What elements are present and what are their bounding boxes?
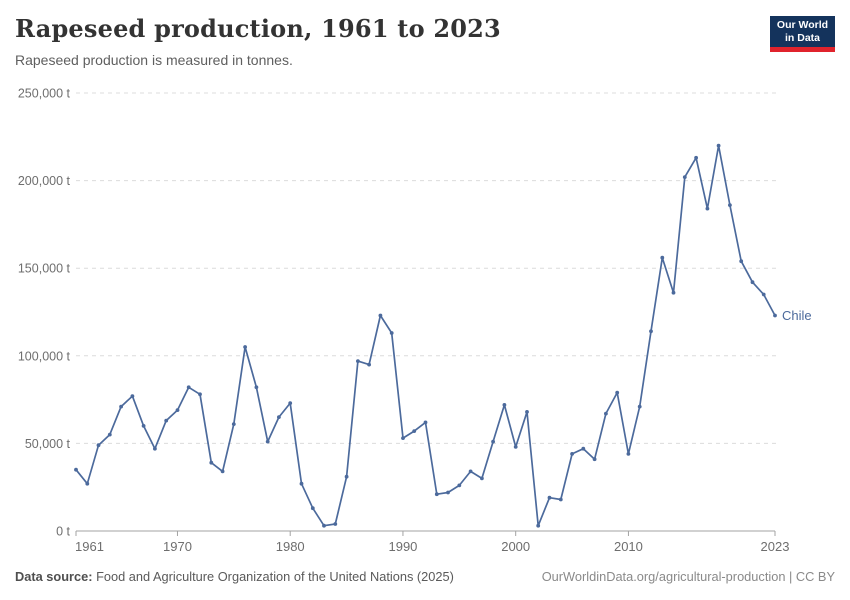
data-point[interactable] xyxy=(761,292,766,297)
y-tick-label: 250,000 t xyxy=(18,87,71,101)
data-point[interactable] xyxy=(480,476,484,481)
data-point[interactable] xyxy=(716,143,721,148)
data-point[interactable] xyxy=(671,290,676,295)
data-point[interactable] xyxy=(130,394,135,398)
data-point[interactable] xyxy=(412,429,417,433)
y-tick-label: 150,000 t xyxy=(18,262,71,276)
data-source-label: Data source: xyxy=(15,569,93,584)
data-series-line[interactable] xyxy=(75,144,776,527)
data-point[interactable] xyxy=(423,420,428,425)
data-point[interactable] xyxy=(299,481,304,486)
data-point[interactable] xyxy=(581,446,586,451)
data-point[interactable] xyxy=(739,259,744,264)
data-point[interactable] xyxy=(220,469,225,474)
data-point[interactable] xyxy=(186,385,191,390)
y-tick-label: 50,000 t xyxy=(25,437,71,451)
data-point[interactable] xyxy=(547,495,552,500)
data-point[interactable] xyxy=(277,415,281,419)
x-tick-label: 2023 xyxy=(761,539,790,554)
data-point[interactable] xyxy=(254,385,259,390)
data-point[interactable] xyxy=(626,452,631,456)
data-point[interactable] xyxy=(344,474,349,479)
data-point[interactable] xyxy=(536,523,541,528)
data-point[interactable] xyxy=(231,422,236,426)
x-tick-label: 1980 xyxy=(276,539,305,554)
y-tick-label: 200,000 t xyxy=(18,174,71,188)
data-point[interactable] xyxy=(141,424,146,428)
x-tick-label: 2010 xyxy=(614,539,643,554)
data-point[interactable] xyxy=(502,403,507,407)
line-chart-plot[interactable]: 0 t 50,000 t 100,000 t 150,000 t 200,000 t 25… xyxy=(0,0,850,560)
data-point[interactable] xyxy=(96,443,101,448)
data-point[interactable] xyxy=(164,418,169,423)
x-tick-label: 1990 xyxy=(388,539,417,554)
data-point[interactable] xyxy=(401,436,405,440)
data-point[interactable] xyxy=(107,432,112,437)
data-point[interactable] xyxy=(85,481,90,486)
data-point[interactable] xyxy=(558,497,563,502)
owid-logo-line2: in Data xyxy=(784,31,820,44)
y-tick-label: 100,000 t xyxy=(18,349,71,363)
data-point[interactable] xyxy=(525,410,529,414)
owid-logo-text: Our World in Data xyxy=(770,16,835,47)
data-point[interactable] xyxy=(389,331,394,335)
data-point[interactable] xyxy=(457,483,462,488)
chart-title: Rapeseed production, 1961 to 2023 xyxy=(15,14,501,43)
data-point[interactable] xyxy=(367,362,371,367)
data-point[interactable] xyxy=(175,408,180,412)
data-point[interactable] xyxy=(119,404,123,409)
data-point[interactable] xyxy=(570,452,574,456)
data-point[interactable] xyxy=(660,255,665,260)
data-source: Data source: Food and Agriculture Organi… xyxy=(15,569,454,584)
data-point[interactable] xyxy=(74,467,78,472)
data-point[interactable] xyxy=(288,401,293,405)
data-point[interactable] xyxy=(491,439,495,444)
data-point[interactable] xyxy=(209,460,214,465)
series-end-label[interactable]: Chile xyxy=(782,308,812,323)
data-point[interactable] xyxy=(322,523,326,528)
data-point[interactable] xyxy=(446,490,450,495)
data-point[interactable] xyxy=(682,175,687,180)
data-point[interactable] xyxy=(310,506,315,511)
data-point[interactable] xyxy=(265,439,270,444)
x-tick-label: 1961 xyxy=(75,539,104,554)
owid-logo-accent-bar xyxy=(770,47,835,52)
data-point[interactable] xyxy=(694,155,698,160)
data-source-text: Food and Agriculture Organization of the… xyxy=(92,569,454,584)
data-point[interactable] xyxy=(604,411,608,416)
data-point[interactable] xyxy=(750,280,755,285)
data-point[interactable] xyxy=(705,206,710,211)
x-tick-label: 2000 xyxy=(501,539,530,554)
footer-license-link[interactable]: OurWorldinData.org/agricultural-producti… xyxy=(541,569,835,584)
data-point[interactable] xyxy=(649,329,653,334)
data-point[interactable] xyxy=(333,522,338,526)
data-point[interactable] xyxy=(356,359,360,363)
data-point[interactable] xyxy=(615,390,620,395)
data-point[interactable] xyxy=(773,313,777,318)
chart-subtitle: Rapeseed production is measured in tonne… xyxy=(15,52,293,68)
data-point[interactable] xyxy=(592,457,597,462)
owid-logo: Our World in Data xyxy=(770,16,835,52)
y-tick-label: 0 t xyxy=(56,525,70,539)
data-point[interactable] xyxy=(637,404,642,409)
data-point[interactable] xyxy=(153,446,157,451)
data-point[interactable] xyxy=(378,313,383,318)
data-point[interactable] xyxy=(513,445,518,449)
data-point[interactable] xyxy=(434,492,439,497)
data-point[interactable] xyxy=(728,203,732,208)
data-point[interactable] xyxy=(468,469,473,474)
data-point[interactable] xyxy=(243,345,248,349)
chart-footer: Data source: Food and Agriculture Organi… xyxy=(15,569,835,584)
owid-logo-line1: Our World xyxy=(776,19,829,31)
data-point[interactable] xyxy=(198,392,202,397)
x-tick-label: 1970 xyxy=(163,539,192,554)
